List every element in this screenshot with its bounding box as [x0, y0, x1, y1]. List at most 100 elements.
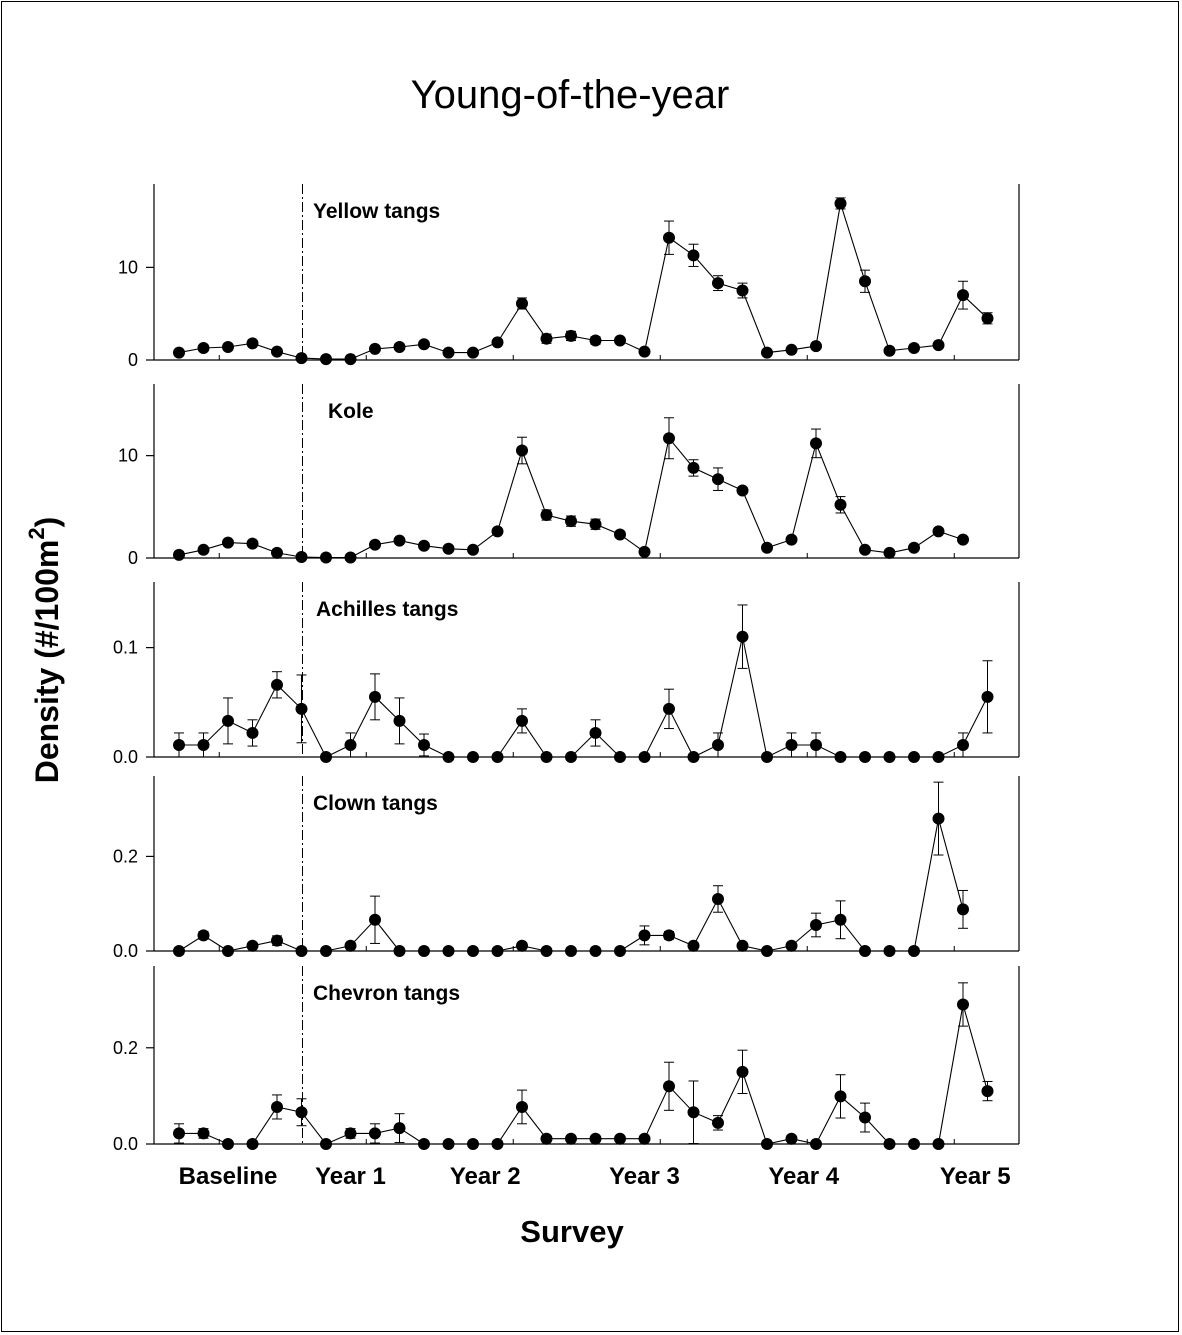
data-point [785, 533, 798, 546]
data-point [491, 1138, 504, 1150]
series-line [178, 818, 964, 952]
data-point [418, 738, 430, 751]
data-point [712, 1116, 724, 1129]
data-point [491, 336, 504, 349]
data-point [442, 751, 455, 763]
data-point [295, 702, 308, 715]
panel-label: Kole [328, 400, 374, 423]
data-point [320, 751, 332, 763]
data-point [883, 1138, 896, 1150]
data-point [614, 334, 626, 347]
data-point [638, 545, 651, 558]
data-point [565, 751, 577, 763]
panel-4: 0.0 0.2 Clown tangs [113, 776, 1020, 961]
data-point [565, 329, 577, 342]
data-point [785, 343, 798, 356]
y-tick-label: 0 [128, 350, 138, 370]
panels-group: 0 10 Yellow tangs 0 10 Kole 0.0 0.1 Achilles tan… [113, 184, 1020, 1190]
data-point [859, 945, 871, 957]
data-point [565, 945, 577, 957]
data-point [834, 498, 847, 511]
data-point [173, 548, 185, 561]
data-point [246, 726, 259, 739]
data-point [246, 537, 259, 550]
x-tick-label: Year 3 [609, 1163, 680, 1190]
data-point [736, 1065, 749, 1078]
data-point [173, 1127, 185, 1140]
data-point [320, 353, 332, 366]
data-point [908, 541, 920, 554]
data-point [908, 1138, 920, 1150]
data-point [197, 738, 210, 751]
data-point [687, 461, 700, 474]
data-point [540, 1132, 553, 1145]
data-point [883, 344, 896, 357]
data-point [761, 346, 773, 359]
data-point [295, 945, 308, 957]
data-point [222, 1138, 234, 1150]
data-point [859, 275, 871, 288]
x-tick-label: Year 2 [450, 1163, 521, 1190]
panel-label: Clown tangs [313, 792, 438, 815]
panel-label: Yellow tangs [313, 200, 440, 223]
data-point [540, 332, 553, 345]
data-point [344, 551, 357, 564]
data-point [859, 543, 871, 556]
panel-3: 0.0 0.1 Achilles tangs [113, 582, 1020, 767]
y-tick-label: 10 [118, 257, 138, 277]
data-point [246, 939, 259, 952]
data-point [516, 1100, 528, 1113]
data-point [638, 345, 651, 358]
data-point [491, 751, 504, 763]
data-point [785, 738, 798, 751]
data-point [638, 1132, 651, 1145]
y-axis-label-sup: 2 [24, 527, 49, 539]
data-point [712, 738, 724, 751]
data-point [589, 334, 602, 347]
data-point [197, 929, 210, 942]
data-point [810, 1138, 822, 1150]
data-point [540, 751, 553, 763]
data-point [834, 751, 847, 763]
data-point [320, 945, 332, 957]
data-point [663, 702, 675, 715]
data-point [712, 277, 724, 290]
y-tick-label: 0.1 [113, 638, 138, 658]
data-point [442, 346, 455, 359]
data-point [687, 939, 700, 952]
data-point [810, 340, 822, 353]
data-point [859, 1111, 871, 1124]
data-point [271, 345, 283, 358]
data-point [712, 892, 724, 905]
y-tick-label: 0.2 [113, 846, 138, 866]
panel-label: Chevron tangs [313, 982, 460, 1005]
x-tick-label: Baseline [179, 1163, 278, 1190]
data-point [344, 353, 357, 366]
data-point [736, 630, 749, 643]
data-point [467, 1138, 479, 1150]
panel-label: Achilles tangs [316, 598, 458, 621]
y-tick-label: 0.0 [113, 941, 138, 961]
data-point [222, 714, 234, 727]
data-point [222, 341, 234, 354]
data-point [173, 738, 185, 751]
data-point [271, 1100, 283, 1113]
data-point [761, 945, 773, 957]
y-tick-label: 0 [128, 548, 138, 568]
y-tick-label: 0.2 [113, 1038, 138, 1058]
data-point [957, 533, 969, 546]
data-point [981, 690, 994, 703]
data-point [271, 678, 283, 691]
data-point [589, 1132, 602, 1145]
series-line [179, 636, 988, 758]
data-point [957, 289, 969, 302]
panel-5: 0.0 0.2 Chevron tangs [113, 966, 1020, 1154]
data-point [957, 738, 969, 751]
data-point [222, 536, 234, 549]
data-point [246, 337, 259, 350]
data-point [663, 929, 675, 942]
data-point [638, 751, 651, 763]
data-point [565, 1132, 577, 1145]
data-point [810, 918, 822, 931]
data-point [369, 538, 381, 551]
